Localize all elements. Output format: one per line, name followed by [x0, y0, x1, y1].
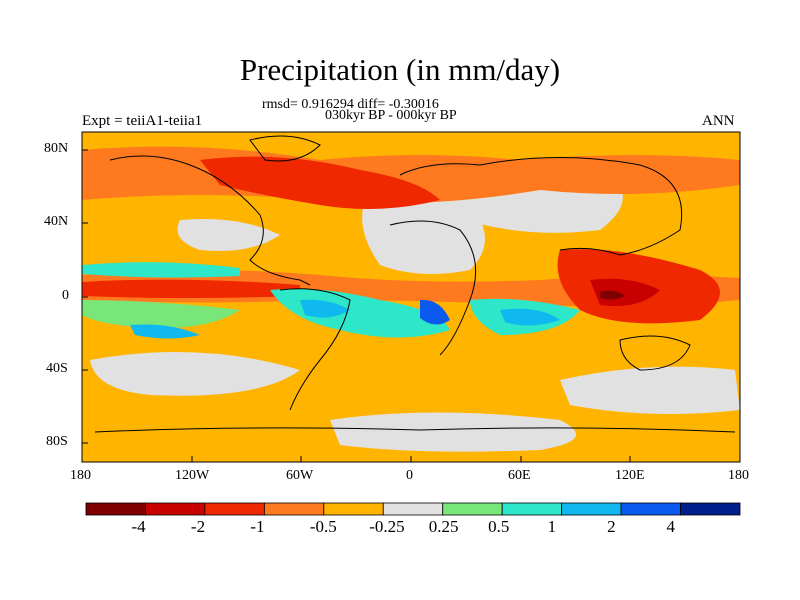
colorbar-label: 4 [666, 517, 676, 536]
lon-tick-0: 0 [406, 468, 413, 483]
lon-tick-60e: 60E [508, 468, 531, 483]
colorbar-label: 0.25 [428, 517, 459, 536]
field-wet-atlantic [420, 299, 450, 325]
field-strong-atlantic [200, 156, 440, 209]
colorbar [85, 502, 741, 516]
colorbar-label: 0.5 [488, 517, 510, 536]
lon-tick-180w: 180 [70, 468, 91, 483]
coastlines [94, 135, 736, 433]
colorbar-swatch [620, 502, 681, 516]
colorbar-label: 1 [547, 517, 557, 536]
field-wet-amazon [300, 299, 350, 318]
colorbar-swatch [204, 502, 265, 516]
colorbar-swatch [561, 502, 622, 516]
coast-south-america [279, 288, 351, 411]
colorbar-swatch [323, 502, 384, 516]
lon-tick-180e: 180 [728, 468, 749, 483]
map-title: Precipitation (in mm/day) [239, 52, 561, 87]
colorbar-label: -0.25 [369, 517, 405, 536]
colorbar-label: -2 [190, 517, 206, 536]
lon-tick-120w: 120W [175, 468, 210, 483]
colorbar-label: -1 [250, 517, 265, 536]
colorbar-swatch [680, 502, 741, 516]
colorbar-swatch [263, 502, 325, 516]
lon-tick-60w: 60W [286, 468, 314, 483]
colorbar-label: -4 [131, 517, 146, 536]
coast-africa [389, 220, 477, 356]
field-strong-pacific [82, 279, 300, 298]
lat-tick-40n: 40N [44, 214, 69, 229]
period-line: 030kyr BP - 000kyr BP [325, 108, 457, 123]
lat-tick-80n: 80N [44, 141, 69, 156]
axis-ticks [81, 149, 741, 462]
field-neutral-si [560, 366, 740, 414]
colorbar-swatch [85, 502, 146, 516]
lat-tick-40s: 40S [46, 361, 68, 376]
field-wet-north-itcz [82, 262, 240, 278]
experiment-label: Expt = teiiA1-teiia1 [82, 113, 203, 129]
coast-eurasia [399, 157, 683, 256]
coast-greenland [249, 135, 321, 162]
field-wet-indian-core [500, 308, 560, 326]
field-extreme-warmpool [600, 290, 625, 300]
field-wet-south-pacific [82, 300, 240, 329]
colorbar-swatch [501, 502, 563, 516]
field-wet-south-pacific-core [130, 324, 200, 339]
lon-tick-120e: 120E [615, 468, 645, 483]
field-neutral-sp [90, 352, 300, 396]
field-neutral-south [330, 412, 576, 452]
stats-line: rmsd= 0.916294 diff= -0.30016 [262, 97, 439, 112]
coast-australia [619, 335, 691, 371]
colorbar-label: -0.5 [309, 517, 337, 536]
lat-tick-80s: 80S [46, 434, 68, 449]
field-neutral-na [177, 219, 280, 251]
coast-north-america [109, 155, 311, 286]
coast-antarctica [94, 427, 736, 433]
colorbar-swatch [145, 502, 206, 516]
season-label: ANN [702, 113, 735, 129]
lat-tick-0: 0 [62, 288, 69, 303]
colorbar-swatch [442, 502, 503, 516]
colorbar-label: 2 [607, 517, 616, 536]
colorbar-swatch [382, 502, 444, 516]
precip-field [82, 132, 740, 462]
